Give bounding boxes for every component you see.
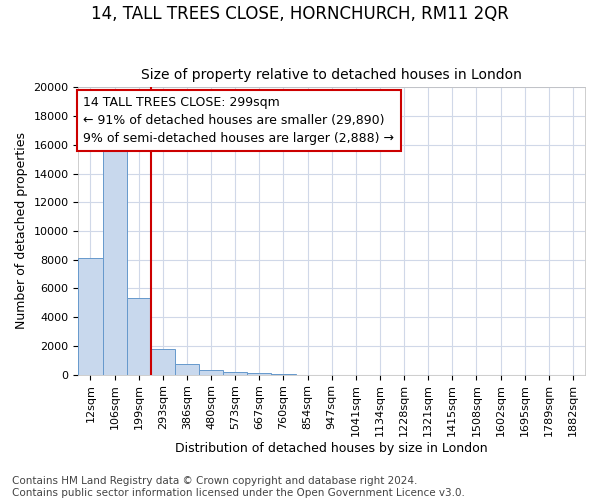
Title: Size of property relative to detached houses in London: Size of property relative to detached ho… xyxy=(141,68,522,82)
Bar xyxy=(247,373,271,374)
Bar xyxy=(199,370,223,374)
Text: 14, TALL TREES CLOSE, HORNCHURCH, RM11 2QR: 14, TALL TREES CLOSE, HORNCHURCH, RM11 2… xyxy=(91,5,509,23)
Bar xyxy=(103,138,127,374)
Bar xyxy=(175,364,199,374)
Text: 14 TALL TREES CLOSE: 299sqm
← 91% of detached houses are smaller (29,890)
9% of : 14 TALL TREES CLOSE: 299sqm ← 91% of det… xyxy=(83,96,394,145)
Y-axis label: Number of detached properties: Number of detached properties xyxy=(15,132,28,330)
Bar xyxy=(223,372,247,374)
Bar xyxy=(127,298,151,374)
Bar xyxy=(79,258,103,374)
X-axis label: Distribution of detached houses by size in London: Distribution of detached houses by size … xyxy=(175,442,488,455)
Text: Contains HM Land Registry data © Crown copyright and database right 2024.
Contai: Contains HM Land Registry data © Crown c… xyxy=(12,476,465,498)
Bar xyxy=(151,350,175,374)
